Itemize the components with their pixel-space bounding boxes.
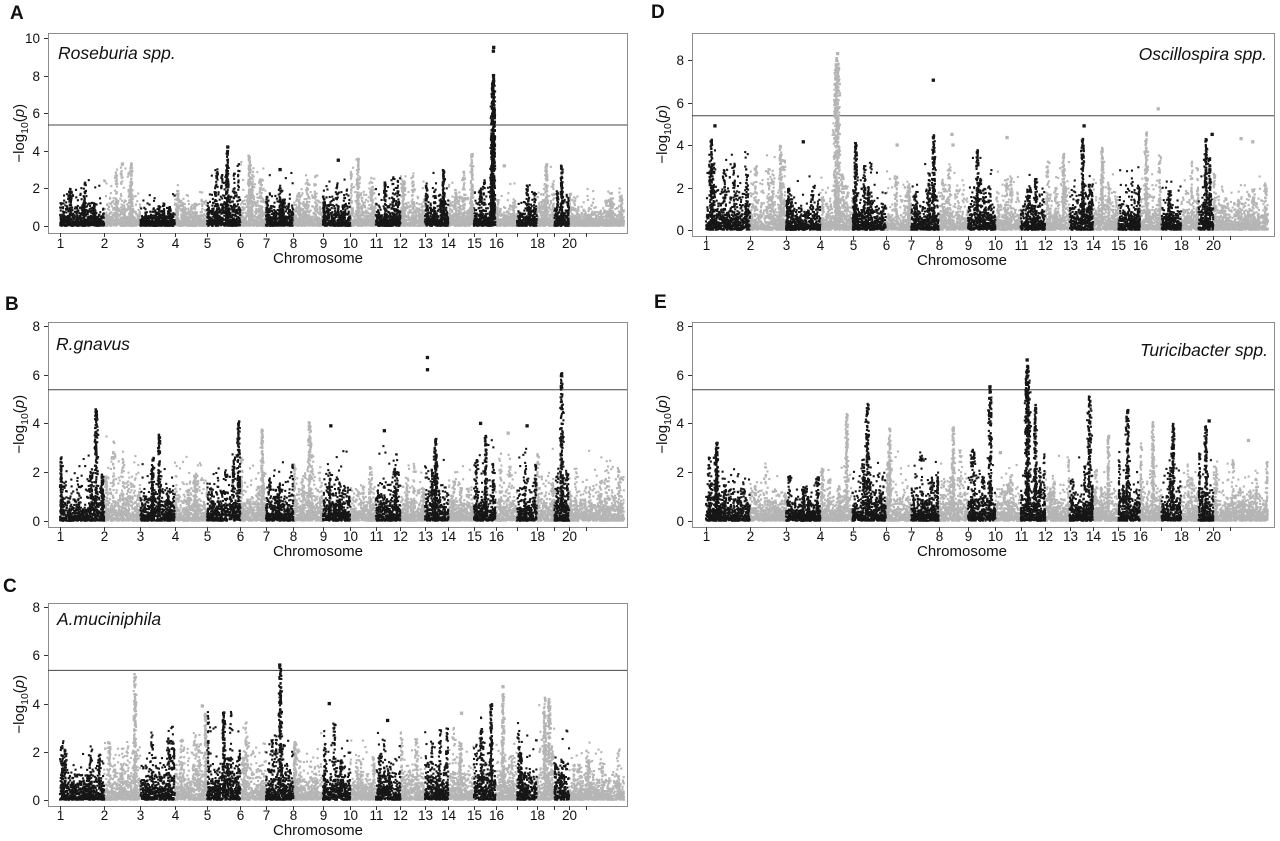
y-label-sub: 10 (18, 693, 31, 705)
x-axis-label: Chromosome (272, 250, 364, 267)
panel-title-oscillospira: Oscillospira spp. (1138, 44, 1267, 64)
x-axis-label: Chromosome (916, 543, 1008, 560)
y-label-sub: 10 (661, 123, 674, 135)
y-label-sub: 10 (18, 122, 31, 134)
y-axis-label: −log10(p) (653, 359, 674, 489)
y-axis-label: −log10(p) (10, 639, 31, 769)
y-label-var: p (653, 109, 671, 119)
y-label-pre: −log (653, 134, 671, 164)
y-axis-label: −log10(p) (10, 68, 31, 198)
panel-title-roseburia: Roseburia spp. (58, 43, 176, 63)
y-axis-label: −log10(p) (653, 69, 674, 199)
panel-title-rgnavus: R.gnavus (56, 334, 130, 354)
panel-letter-a: A (10, 3, 25, 24)
y-label-open: ( (10, 408, 28, 414)
y-label-var: p (10, 108, 28, 118)
x-axis-label: Chromosome (272, 822, 364, 839)
y-label-pre: −log (10, 424, 28, 454)
y-label-sub: 10 (661, 413, 674, 425)
panel-title-amuciniphila: A.muciniphila (57, 609, 162, 629)
y-label-var: p (653, 399, 671, 409)
y-label-open: ( (653, 408, 671, 414)
panel-letter-b: B (5, 294, 20, 315)
y-label-pre: −log (653, 424, 671, 454)
y-label-pre: −log (10, 133, 28, 163)
y-label-open: ( (10, 688, 28, 694)
y-label-sub: 10 (18, 413, 31, 425)
y-label-close: ) (10, 103, 28, 109)
panel-title-turicibacter: Turicibacter spp. (1139, 340, 1268, 360)
y-label-close: ) (10, 394, 28, 400)
panel-letter-d: D (651, 2, 666, 23)
y-label-open: ( (653, 118, 671, 124)
y-label-close: ) (10, 674, 28, 680)
x-axis-label: Chromosome (916, 252, 1008, 269)
panel-letter-e: E (654, 292, 668, 313)
y-label-close: ) (653, 104, 671, 110)
y-label-var: p (10, 679, 28, 689)
x-axis-label: Chromosome (272, 543, 364, 560)
y-axis-label: −log10(p) (10, 359, 31, 489)
y-label-open: ( (10, 117, 28, 123)
y-label-pre: −log (10, 704, 28, 734)
y-label-close: ) (653, 394, 671, 400)
y-label-var: p (10, 399, 28, 409)
panel-letter-c: C (3, 576, 18, 597)
